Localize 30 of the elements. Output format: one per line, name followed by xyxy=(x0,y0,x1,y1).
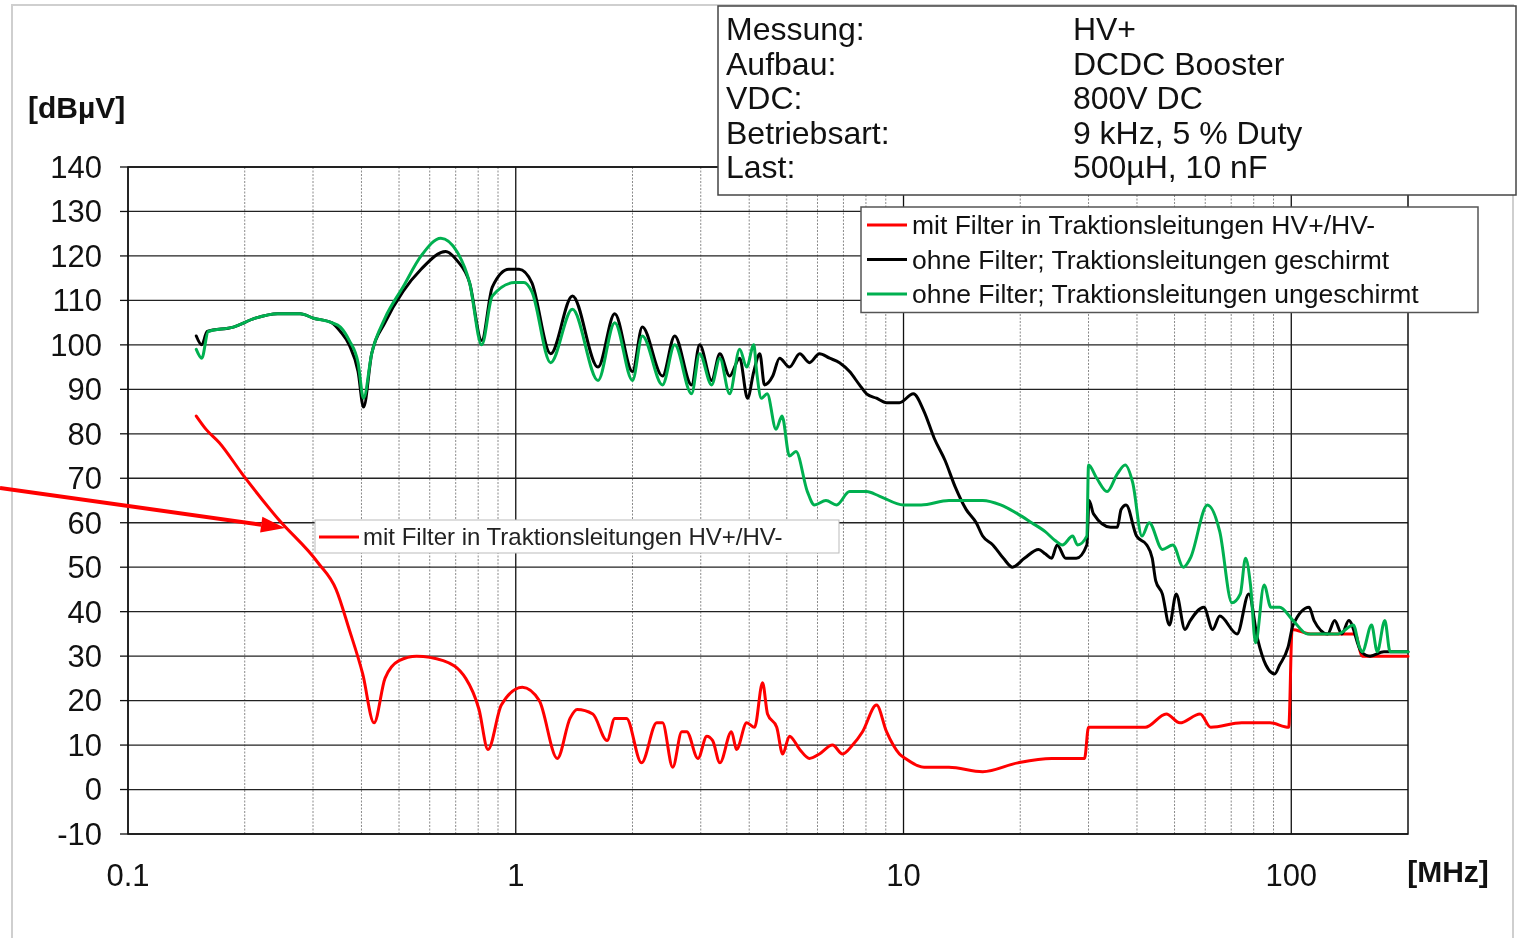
y-tick-label: 110 xyxy=(52,283,102,319)
y-tick-label: 40 xyxy=(67,594,102,630)
x-tick-label: 0.1 xyxy=(106,858,150,893)
y-tick-label: 90 xyxy=(67,372,102,408)
y-tick-label: 100 xyxy=(50,327,102,363)
y-tick-label: 140 xyxy=(50,149,102,185)
y-tick-label: 60 xyxy=(67,505,102,541)
annotation: mit Filter in Traktionsleitungen HV+/HV- xyxy=(363,523,783,551)
x-tick-label: 10 xyxy=(886,858,921,893)
text: Last: 500µH, 10 nF xyxy=(726,149,1268,185)
y-tick-label: 10 xyxy=(67,727,102,763)
x-axis-title: [MHz] xyxy=(1407,855,1489,888)
x-tick-label: 100 xyxy=(1265,858,1318,893)
y-tick-label: 70 xyxy=(67,461,102,497)
y-tick-label: 80 xyxy=(67,416,102,452)
legend-label: ohne Filter; Traktionsleitungen ungeschirmt xyxy=(912,279,1420,310)
text: Betriebsart: 9 kHz, 5 % Duty xyxy=(726,114,1303,151)
y-tick-label: 120 xyxy=(50,238,102,274)
legend-label: ohne Filter; Traktionsleitungen geschirmt xyxy=(912,244,1390,275)
y-axis-title: [dBµV] xyxy=(28,91,126,124)
y-tick-label: 0 xyxy=(84,772,102,808)
y-tick-label: -10 xyxy=(57,816,102,852)
legend-label: mit Filter in Traktionsleitungen HV+/HV- xyxy=(912,210,1376,241)
y-tick-label: 20 xyxy=(67,683,102,719)
y-tick-label: 30 xyxy=(67,638,102,674)
x-tick-label: 1 xyxy=(507,858,525,893)
y-tick-label: 130 xyxy=(50,194,102,230)
text: Messung: HV+ xyxy=(726,11,1137,47)
text: VDC: 800V DC xyxy=(726,80,1203,116)
y-tick-label: 50 xyxy=(67,550,102,586)
